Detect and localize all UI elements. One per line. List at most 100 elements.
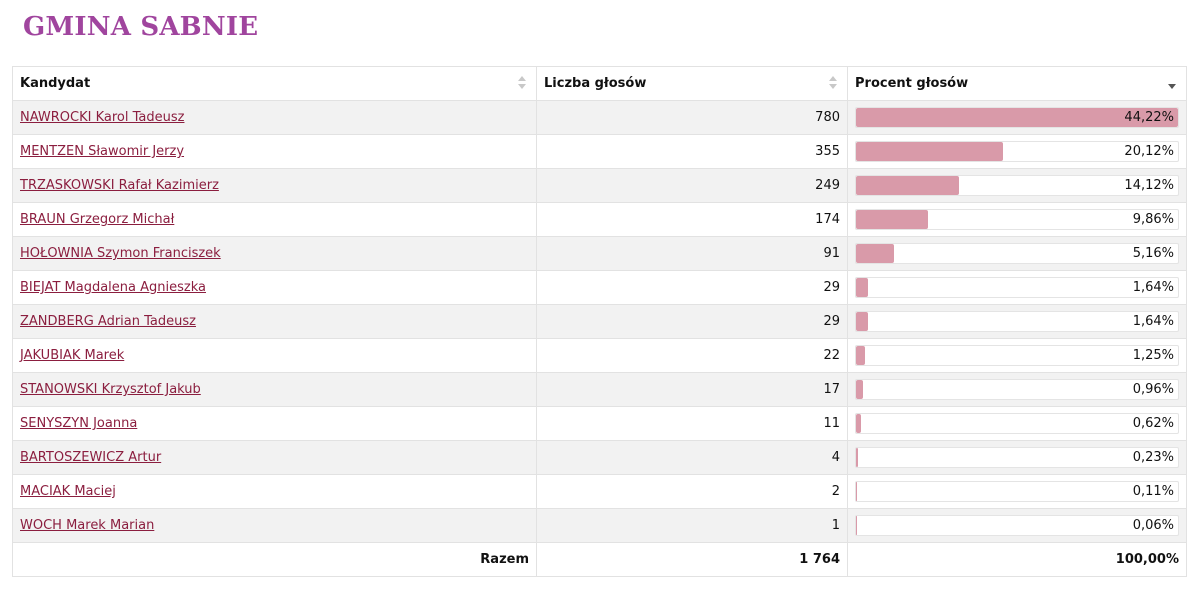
table-row: JAKUBIAK Marek 22 1,25%: [12, 338, 1187, 373]
percent-cell: 14,12%: [847, 168, 1187, 203]
column-header-candidate-label: Kandydat: [20, 76, 91, 91]
percent-cell: 1,25%: [847, 338, 1187, 373]
column-header-percent[interactable]: Procent głosów: [847, 66, 1187, 101]
percent-bar-fill: [856, 210, 928, 229]
votes-cell: 11: [536, 406, 848, 441]
percent-cell: 20,12%: [847, 134, 1187, 169]
percent-cell: 0,62%: [847, 406, 1187, 441]
percent-bar: 0,06%: [855, 515, 1179, 536]
percent-bar-fill: [856, 482, 857, 501]
votes-cell: 1: [536, 508, 848, 543]
votes-cell: 91: [536, 236, 848, 271]
percent-value: 1,64%: [1132, 280, 1174, 295]
column-header-votes[interactable]: Liczba głosów: [536, 66, 848, 101]
page-title: GMINA SABNIE: [23, 12, 259, 42]
total-percent: 100,00%: [847, 542, 1187, 577]
candidate-link[interactable]: STANOWSKI Krzysztof Jakub: [20, 382, 201, 397]
sort-arrows-icon[interactable]: [518, 76, 527, 92]
percent-value: 0,06%: [1132, 518, 1174, 533]
percent-value: 1,25%: [1132, 348, 1174, 363]
percent-bar-fill: [856, 346, 866, 365]
table-row: STANOWSKI Krzysztof Jakub 17 0,96%: [12, 372, 1187, 407]
votes-cell: 29: [536, 304, 848, 339]
percent-bar: 1,25%: [855, 345, 1179, 366]
votes-cell: 249: [536, 168, 848, 203]
candidate-link[interactable]: NAWROCKI Karol Tadeusz: [20, 110, 185, 125]
votes-cell: 4: [536, 440, 848, 475]
votes-cell: 780: [536, 100, 848, 135]
percent-bar: 1,64%: [855, 277, 1179, 298]
candidate-link[interactable]: HOŁOWNIA Szymon Franciszek: [20, 246, 221, 261]
candidate-cell: TRZASKOWSKI Rafał Kazimierz: [12, 168, 537, 203]
candidate-link[interactable]: BRAUN Grzegorz Michał: [20, 212, 175, 227]
percent-value: 0,11%: [1132, 484, 1174, 499]
table-row: BIEJAT Magdalena Agnieszka 29 1,64%: [12, 270, 1187, 305]
results-table: Kandydat Liczba głosów Procent głosów NA…: [12, 66, 1187, 577]
percent-bar: 9,86%: [855, 209, 1179, 230]
candidate-link[interactable]: ZANDBERG Adrian Tadeusz: [20, 314, 196, 329]
table-row: SENYSZYN Joanna 11 0,62%: [12, 406, 1187, 441]
percent-bar-fill: [856, 176, 959, 195]
candidate-link[interactable]: JAKUBIAK Marek: [20, 348, 125, 363]
percent-bar: 0,23%: [855, 447, 1179, 468]
candidate-cell: HOŁOWNIA Szymon Franciszek: [12, 236, 537, 271]
table-row: NAWROCKI Karol Tadeusz 780 44,22%: [12, 100, 1187, 135]
candidate-cell: BRAUN Grzegorz Michał: [12, 202, 537, 237]
votes-cell: 2: [536, 474, 848, 509]
candidate-cell: MACIAK Maciej: [12, 474, 537, 509]
votes-cell: 17: [536, 372, 848, 407]
candidate-cell: WOCH Marek Marian: [12, 508, 537, 543]
header-row: Kandydat Liczba głosów Procent głosów: [12, 66, 1187, 101]
percent-cell: 0,06%: [847, 508, 1187, 543]
percent-cell: 44,22%: [847, 100, 1187, 135]
candidate-cell: JAKUBIAK Marek: [12, 338, 537, 373]
percent-bar: 1,64%: [855, 311, 1179, 332]
candidate-cell: ZANDBERG Adrian Tadeusz: [12, 304, 537, 339]
percent-bar-fill: [856, 448, 858, 467]
candidate-link[interactable]: MACIAK Maciej: [20, 484, 116, 499]
percent-bar: 14,12%: [855, 175, 1179, 196]
percent-value: 0,62%: [1132, 416, 1174, 431]
candidate-link[interactable]: WOCH Marek Marian: [20, 518, 155, 533]
table-row: TRZASKOWSKI Rafał Kazimierz 249 14,12%: [12, 168, 1187, 203]
percent-cell: 0,11%: [847, 474, 1187, 509]
percent-cell: 1,64%: [847, 304, 1187, 339]
votes-cell: 29: [536, 270, 848, 305]
percent-value: 5,16%: [1132, 246, 1174, 261]
percent-value: 9,86%: [1132, 212, 1174, 227]
percent-value: 14,12%: [1124, 178, 1174, 193]
percent-bar-fill: [856, 414, 861, 433]
candidate-link[interactable]: BARTOSZEWICZ Artur: [20, 450, 162, 465]
percent-bar: 44,22%: [855, 107, 1179, 128]
total-votes: 1 764: [536, 542, 848, 577]
total-row: Razem 1 764 100,00%: [12, 542, 1187, 577]
percent-bar-fill: [856, 312, 868, 331]
candidate-link[interactable]: BIEJAT Magdalena Agnieszka: [20, 280, 206, 295]
percent-value: 0,96%: [1132, 382, 1174, 397]
percent-cell: 9,86%: [847, 202, 1187, 237]
candidate-link[interactable]: TRZASKOWSKI Rafał Kazimierz: [20, 178, 219, 193]
percent-bar: 0,96%: [855, 379, 1179, 400]
percent-bar: 20,12%: [855, 141, 1179, 162]
votes-cell: 22: [536, 338, 848, 373]
percent-value: 20,12%: [1124, 144, 1174, 159]
votes-cell: 174: [536, 202, 848, 237]
candidate-cell: MENTZEN Sławomir Jerzy: [12, 134, 537, 169]
candidate-link[interactable]: MENTZEN Sławomir Jerzy: [20, 144, 185, 159]
percent-bar-fill: [856, 108, 1178, 127]
percent-cell: 5,16%: [847, 236, 1187, 271]
column-header-votes-label: Liczba głosów: [544, 76, 647, 91]
percent-cell: 0,96%: [847, 372, 1187, 407]
column-header-candidate[interactable]: Kandydat: [12, 66, 537, 101]
sort-arrows-icon[interactable]: [829, 76, 838, 92]
percent-bar-fill: [856, 244, 894, 263]
sort-desc-icon[interactable]: [1168, 76, 1177, 92]
percent-bar-fill: [856, 278, 868, 297]
candidate-cell: BIEJAT Magdalena Agnieszka: [12, 270, 537, 305]
percent-bar: 5,16%: [855, 243, 1179, 264]
percent-bar: 0,62%: [855, 413, 1179, 434]
percent-bar-fill: [856, 380, 863, 399]
candidate-link[interactable]: SENYSZYN Joanna: [20, 416, 138, 431]
column-header-percent-label: Procent głosów: [855, 76, 969, 91]
table-row: BARTOSZEWICZ Artur 4 0,23%: [12, 440, 1187, 475]
